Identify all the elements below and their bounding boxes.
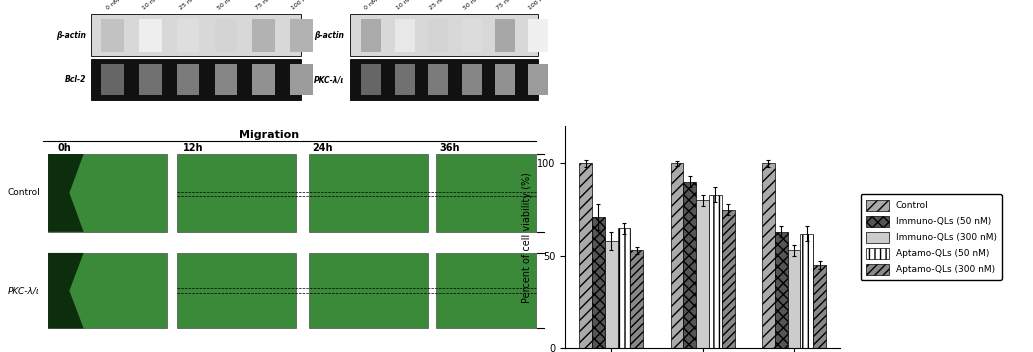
FancyBboxPatch shape — [495, 19, 515, 52]
Text: 75 nM: 75 nM — [254, 0, 273, 11]
FancyBboxPatch shape — [91, 14, 302, 56]
Text: PKC-λ/ι: PKC-λ/ι — [8, 286, 40, 295]
FancyBboxPatch shape — [252, 64, 275, 95]
Bar — [722, 209, 734, 348]
FancyBboxPatch shape — [139, 19, 162, 52]
Bar — [670, 163, 684, 348]
Text: 10 nM: 10 nM — [396, 0, 414, 11]
Text: 12h: 12h — [183, 143, 204, 153]
FancyBboxPatch shape — [436, 154, 536, 232]
Bar — [788, 250, 801, 348]
Bar — [775, 232, 788, 348]
FancyBboxPatch shape — [101, 64, 124, 95]
FancyBboxPatch shape — [436, 253, 536, 328]
Text: 0 nM: 0 nM — [364, 0, 379, 11]
FancyBboxPatch shape — [139, 64, 162, 95]
FancyBboxPatch shape — [362, 19, 381, 52]
Text: 0 nM: 0 nM — [105, 0, 120, 11]
Text: 0h: 0h — [58, 143, 71, 153]
FancyBboxPatch shape — [178, 154, 295, 232]
Bar — [762, 163, 775, 348]
Text: 100 nM: 100 nM — [290, 0, 312, 11]
FancyBboxPatch shape — [362, 64, 381, 95]
Text: Migration: Migration — [239, 130, 299, 140]
Text: 24h: 24h — [313, 143, 333, 153]
FancyBboxPatch shape — [49, 253, 166, 328]
Text: Control: Control — [7, 188, 40, 197]
Text: β-actin: β-actin — [56, 31, 86, 40]
Text: 50 nM: 50 nM — [463, 0, 480, 11]
FancyBboxPatch shape — [290, 19, 313, 52]
Bar — [630, 250, 644, 348]
FancyBboxPatch shape — [350, 59, 538, 100]
Text: 75 nM: 75 nM — [496, 0, 514, 11]
FancyBboxPatch shape — [395, 64, 415, 95]
Text: 10 nM: 10 nM — [142, 0, 159, 11]
FancyBboxPatch shape — [462, 19, 481, 52]
FancyBboxPatch shape — [290, 64, 313, 95]
FancyBboxPatch shape — [49, 154, 166, 232]
FancyBboxPatch shape — [178, 253, 295, 328]
Bar — [813, 265, 826, 348]
FancyBboxPatch shape — [101, 19, 124, 52]
Bar — [709, 195, 722, 348]
Bar — [684, 182, 696, 348]
Text: β-actin: β-actin — [314, 31, 344, 40]
Bar — [580, 163, 592, 348]
Polygon shape — [49, 154, 84, 232]
FancyBboxPatch shape — [177, 64, 199, 95]
Legend: Control, Immuno-QLs (50 nM), Immuno-QLs (300 nM), Aptamo-QLs (50 nM), Aptamo-QLs: Control, Immuno-QLs (50 nM), Immuno-QLs … — [860, 195, 1002, 280]
Text: 25 nM: 25 nM — [179, 0, 197, 11]
FancyBboxPatch shape — [428, 64, 448, 95]
Bar — [592, 217, 604, 348]
FancyBboxPatch shape — [309, 253, 428, 328]
FancyBboxPatch shape — [215, 19, 238, 52]
Text: 36h: 36h — [439, 143, 460, 153]
FancyBboxPatch shape — [252, 19, 275, 52]
FancyBboxPatch shape — [309, 154, 428, 232]
FancyBboxPatch shape — [215, 64, 238, 95]
FancyBboxPatch shape — [462, 64, 481, 95]
Text: 100 nM: 100 nM — [528, 0, 549, 11]
Bar — [618, 228, 630, 348]
Text: 25 nM: 25 nM — [429, 0, 447, 11]
FancyBboxPatch shape — [428, 19, 448, 52]
FancyBboxPatch shape — [495, 64, 515, 95]
Bar — [801, 234, 813, 348]
FancyBboxPatch shape — [91, 59, 302, 100]
FancyBboxPatch shape — [177, 19, 199, 52]
Bar — [604, 241, 618, 348]
Text: Bcl-2: Bcl-2 — [64, 75, 86, 84]
FancyBboxPatch shape — [528, 19, 549, 52]
Text: PKC-λ/ι: PKC-λ/ι — [314, 75, 344, 84]
FancyBboxPatch shape — [528, 64, 549, 95]
Polygon shape — [49, 253, 84, 328]
Bar — [696, 200, 709, 348]
FancyBboxPatch shape — [350, 14, 538, 56]
Y-axis label: Percent of cell viability (%): Percent of cell viability (%) — [522, 172, 532, 303]
Text: 50 nM: 50 nM — [217, 0, 234, 11]
FancyBboxPatch shape — [395, 19, 415, 52]
